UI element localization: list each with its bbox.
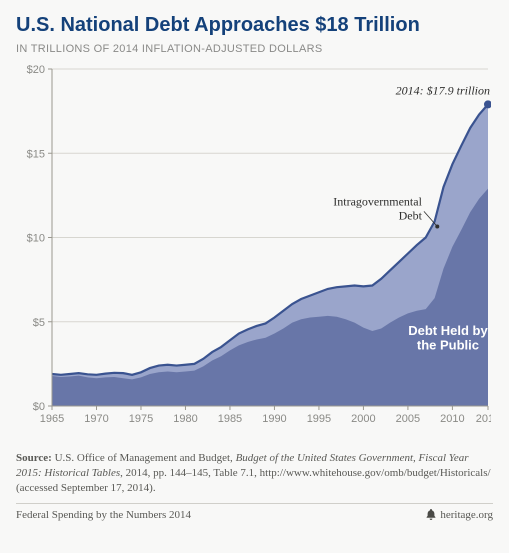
svg-text:1975: 1975	[129, 413, 153, 425]
svg-text:Debt Held by: Debt Held by	[408, 323, 488, 338]
svg-text:1990: 1990	[262, 413, 286, 425]
svg-text:2014: 2014	[476, 413, 491, 425]
svg-text:$0: $0	[33, 401, 45, 413]
svg-text:Intragovernmental: Intragovernmental	[333, 194, 422, 208]
svg-text:$15: $15	[27, 148, 45, 160]
chart-title: U.S. National Debt Approaches $18 Trilli…	[16, 14, 493, 37]
svg-text:2005: 2005	[396, 413, 420, 425]
svg-text:1985: 1985	[218, 413, 242, 425]
source-body1: U.S. Office of Management and Budget,	[52, 452, 236, 464]
footer: Federal Spending by the Numbers 2014 her…	[16, 509, 493, 521]
svg-text:1980: 1980	[173, 413, 197, 425]
chart-card: U.S. National Debt Approaches $18 Trilli…	[0, 0, 509, 553]
svg-text:$20: $20	[27, 64, 45, 76]
svg-text:1995: 1995	[307, 413, 331, 425]
bell-icon	[426, 509, 436, 521]
chart-subtitle: IN TRILLIONS OF 2014 INFLATION-ADJUSTED …	[16, 43, 493, 55]
footer-right-text: heritage.org	[440, 509, 493, 521]
svg-text:Debt: Debt	[399, 208, 423, 222]
separator	[16, 503, 493, 504]
svg-text:1970: 1970	[84, 413, 108, 425]
svg-text:$10: $10	[27, 233, 45, 245]
area-chart: $0 $5 $10 $15 $20 1965 1970 1975 1980 1985 1990 199…	[16, 61, 491, 441]
svg-text:1965: 1965	[40, 413, 64, 425]
source-prefix: Source:	[16, 452, 52, 464]
svg-text:2000: 2000	[351, 413, 375, 425]
source-citation: Source: U.S. Office of Management and Bu…	[16, 451, 493, 496]
svg-text:the Public: the Public	[417, 338, 479, 353]
svg-text:$5: $5	[33, 317, 45, 329]
svg-text:2014: $17.9 trillion: 2014: $17.9 trillion	[396, 83, 490, 97]
footer-left: Federal Spending by the Numbers 2014	[16, 509, 191, 521]
svg-text:2010: 2010	[440, 413, 464, 425]
